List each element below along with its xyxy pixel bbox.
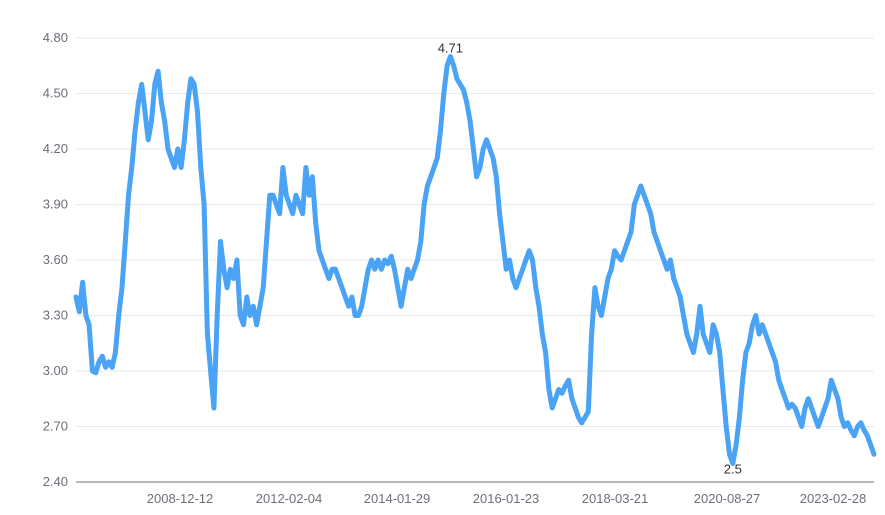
series-layer: [73, 54, 877, 466]
x-axis-tick-labels: 2008-12-12 2012-02-04 2014-01-29 2016-01-23…: [147, 491, 867, 506]
y-tick-label: 3.60: [43, 252, 68, 267]
annotations: 4.71 2.5: [438, 41, 742, 477]
y-tick-label: 4.80: [43, 30, 68, 45]
y-tick-label: 3.00: [43, 363, 68, 378]
max-value-label: 4.71: [438, 41, 463, 56]
min-value-label: 2.5: [724, 462, 742, 477]
x-tick-label: 2018-03-21: [582, 491, 649, 506]
x-tick-label: 2014-01-29: [364, 491, 431, 506]
y-axis-tick-labels: 2.40 2.70 3.00 3.30 3.60 3.90 4.20 4.50 4.80: [43, 30, 68, 489]
series-line: [73, 54, 877, 466]
y-tick-label: 3.90: [43, 197, 68, 212]
y-tick-label: 3.30: [43, 308, 68, 323]
x-tick-label: 2012-02-04: [256, 491, 323, 506]
x-tick-label: 2016-01-23: [473, 491, 540, 506]
y-tick-label: 2.40: [43, 474, 68, 489]
x-tick-label: 2023-02-28: [800, 491, 867, 506]
y-tick-label: 4.50: [43, 86, 68, 101]
x-tick-label: 2020-08-27: [694, 491, 761, 506]
y-tick-label: 4.20: [43, 141, 68, 156]
y-tick-label: 2.70: [43, 419, 68, 434]
x-tick-label: 2008-12-12: [147, 491, 214, 506]
